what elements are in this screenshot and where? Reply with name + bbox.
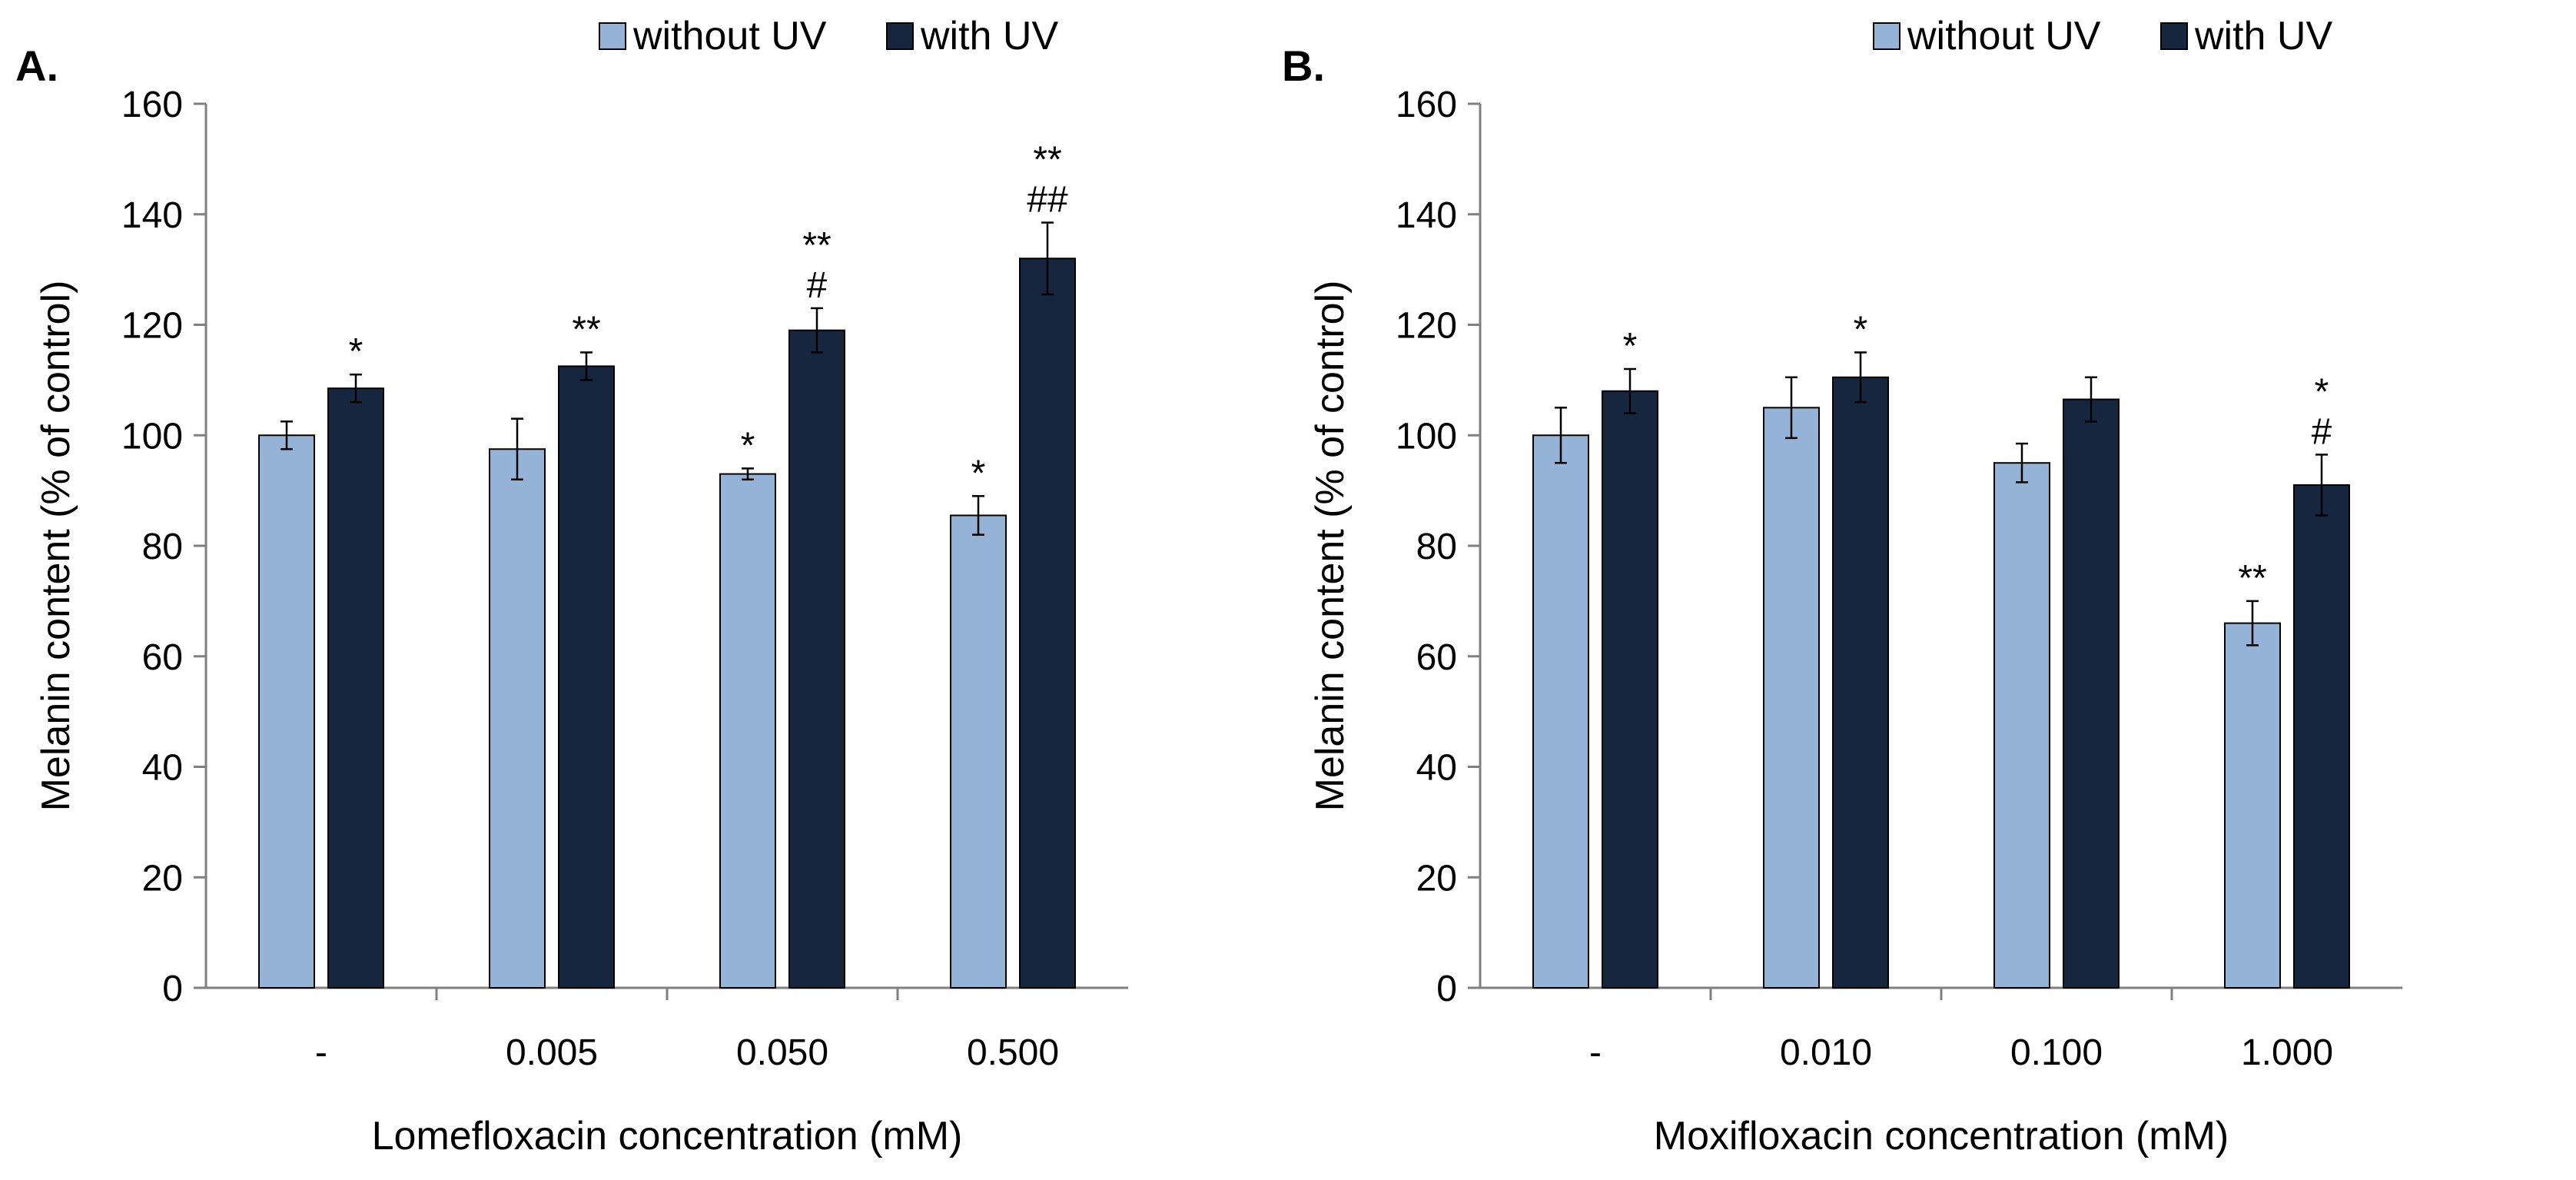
x-axis-title: Moxifloxacin concentration (mM) (1654, 1114, 2229, 1158)
x-tick-label: - (1589, 1032, 1602, 1073)
bar-without-uv (258, 434, 315, 989)
significance-label: * (741, 425, 755, 466)
y-tick-label: 40 (142, 748, 183, 789)
bar-with-uv (1832, 376, 1889, 989)
significance-label: * (1854, 309, 1868, 350)
bar-without-uv (2224, 622, 2281, 989)
legend-swatch-without-uv (1873, 22, 1900, 50)
significance-label: # (807, 265, 828, 306)
x-tick-label: 1.000 (2241, 1032, 2333, 1073)
y-axis-title: Melanin content (% of control) (34, 281, 78, 812)
y-tick-label: 20 (142, 858, 183, 899)
bar-without-uv (719, 473, 776, 989)
significance-label: ** (802, 225, 831, 266)
legend: without UV with UV (1873, 14, 2332, 58)
bar-without-uv (489, 448, 546, 989)
y-tick-label: 160 (121, 85, 183, 125)
bar-without-uv (950, 514, 1007, 989)
y-tick-label: 140 (121, 195, 183, 236)
y-tick-label: 120 (121, 306, 183, 347)
legend: without UV with UV (599, 14, 1058, 58)
x-tick-label: 0.100 (2010, 1032, 2103, 1073)
significance-label: ** (2238, 558, 2266, 599)
x-tick-label: 0.005 (506, 1032, 598, 1073)
legend-label: without UV (1907, 14, 2101, 58)
significance-label: ** (572, 309, 600, 350)
panel-label: B. (1282, 42, 1325, 90)
y-tick-label: 80 (1416, 527, 1457, 567)
y-tick-label: 20 (1416, 858, 1457, 899)
significance-label: * (1623, 326, 1638, 367)
legend-swatch-with-uv (886, 22, 914, 50)
y-tick-label: 160 (1396, 85, 1457, 125)
y-tick-label: 80 (142, 527, 183, 567)
y-tick-label: 140 (1396, 195, 1457, 236)
chart-panel-2: B. 0 20 40 60 80 100 120 140 160 - * 0.010 * 0.100 1.00… (1282, 14, 2402, 1158)
x-tick-label: 0.010 (1780, 1032, 1872, 1073)
legend-swatch-without-uv (599, 22, 626, 50)
significance-label: # (2312, 411, 2332, 452)
x-tick-label: 0.050 (736, 1032, 828, 1073)
bar-with-uv (558, 365, 615, 989)
x-axis-title: Lomefloxacin concentration (mM) (372, 1114, 963, 1158)
bar-with-uv (327, 387, 384, 989)
significance-label: ** (1033, 140, 1061, 181)
y-axis-title: Melanin content (% of control) (1308, 281, 1353, 812)
significance-label: * (349, 331, 363, 372)
chart-panel-1: A.020406080100120140160-*0.005**0.050*#*… (15, 14, 1128, 1158)
legend-label: with UV (920, 14, 1058, 58)
x-tick-label: 0.500 (967, 1032, 1059, 1073)
significance-label: * (971, 453, 986, 494)
legend-swatch-with-uv (2160, 22, 2188, 50)
bar-with-uv (2063, 398, 2120, 989)
y-tick-label: 0 (162, 969, 183, 1009)
bar-with-uv (1019, 258, 1076, 989)
bar-with-uv (2293, 484, 2350, 989)
y-tick-label: 100 (1396, 416, 1457, 457)
significance-label: ## (1027, 180, 1068, 221)
bar-with-uv (1602, 390, 1658, 989)
y-tick-label: 60 (142, 637, 183, 678)
x-tick-label: - (315, 1032, 327, 1073)
bar-without-uv (1532, 434, 1589, 989)
y-tick-label: 40 (1416, 748, 1457, 789)
y-tick-label: 60 (1416, 637, 1457, 678)
panel-label: A. (15, 42, 58, 90)
y-tick-label: 100 (121, 416, 183, 457)
significance-label: * (2315, 371, 2329, 412)
bar-without-uv (1763, 407, 1820, 989)
y-tick-label: 120 (1396, 306, 1457, 347)
bar-without-uv (1993, 462, 2050, 989)
y-tick-label: 0 (1436, 969, 1457, 1009)
legend-label: with UV (2194, 14, 2332, 58)
bar-with-uv (788, 329, 845, 989)
legend-label: without UV (632, 14, 827, 58)
